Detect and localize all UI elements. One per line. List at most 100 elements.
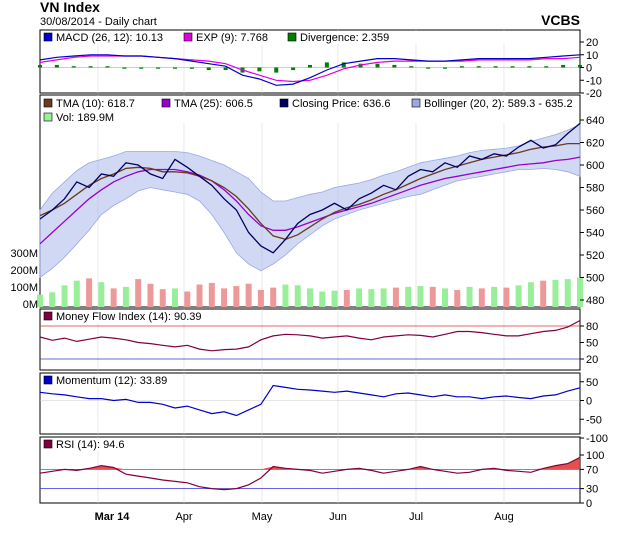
legend-label: MACD (26, 12): 10.13 — [56, 32, 163, 44]
y-tick-label: 30 — [586, 484, 598, 496]
volume-bar — [405, 286, 412, 307]
volume-bar — [122, 286, 129, 307]
volume-bar — [73, 280, 80, 307]
y-tick-label: 20 — [586, 354, 598, 366]
x-tick-label: Apr — [175, 511, 192, 523]
legend-swatch — [279, 98, 289, 108]
volume-bar — [270, 287, 277, 307]
volume-bar — [49, 292, 56, 307]
volume-bar — [282, 284, 289, 307]
divergence-bar — [257, 67, 262, 72]
divergence-bar — [173, 67, 177, 69]
volume-bar — [184, 291, 191, 307]
divergence-bar — [476, 66, 481, 68]
legend-swatch — [161, 98, 171, 108]
y-tick-label: 560 — [586, 205, 604, 217]
momentum-line — [39, 384, 581, 417]
divergence-bar — [510, 66, 515, 68]
divergence-bar — [527, 66, 532, 68]
volume-bar — [429, 286, 436, 307]
legend-swatch — [183, 32, 193, 42]
divergence-bar — [341, 62, 346, 68]
volume-bar — [454, 289, 461, 307]
y-tick-label: 540 — [586, 228, 604, 240]
volume-bar — [503, 287, 510, 307]
y-tick-label: 80 — [586, 321, 598, 333]
legend-label: Momentum (12): 33.89 — [56, 375, 167, 387]
divergence-bar — [578, 64, 582, 68]
legend-label: EXP (9): 7.768 — [196, 32, 268, 44]
volume-bar — [368, 289, 375, 307]
mfi-line — [39, 319, 581, 352]
volume-bar — [221, 288, 228, 307]
divergence-bar — [139, 67, 144, 69]
legend-label: Money Flow Index (14): 90.39 — [56, 311, 202, 323]
volume-bar — [319, 291, 326, 307]
volume-bar — [294, 285, 301, 307]
x-tick-label: May — [252, 511, 273, 523]
rsi-overbought-fill — [40, 457, 580, 470]
divergence-bar — [409, 66, 414, 68]
divergence-bar — [88, 66, 93, 68]
volume-bar — [172, 288, 178, 307]
y-tick-label: 500 — [586, 273, 604, 285]
volume-bar — [552, 279, 559, 307]
y-tick-label: 520 — [586, 250, 604, 262]
divergence-bar — [156, 67, 161, 69]
y-tick-label: 50 — [586, 377, 598, 389]
mfi-legend-bg — [41, 310, 211, 323]
legend-swatch — [43, 32, 53, 42]
volume-tick-label: 300M — [10, 248, 38, 260]
y-tick-label: 480 — [586, 295, 604, 307]
close-price-line — [39, 122, 581, 254]
y-tick-label: 620 — [586, 138, 604, 150]
divergence-bar — [38, 64, 42, 68]
divergence-bar — [561, 64, 566, 68]
macd-legend-bg — [41, 31, 579, 44]
y-tick-label: 20 — [586, 37, 598, 49]
volume-tick-label: 0M — [23, 299, 38, 311]
volume-bar — [491, 286, 498, 307]
legend-label: TMA (10): 618.7 — [56, 98, 135, 110]
y-tick-label: 600 — [586, 160, 604, 172]
divergence-bar — [544, 66, 549, 68]
legend-label: TMA (25): 606.5 — [174, 98, 253, 110]
volume-bar — [392, 287, 399, 307]
volume-bar — [208, 282, 215, 307]
volume-bar — [147, 283, 154, 307]
volume-tick-label: 100M — [10, 282, 38, 294]
tma25-line — [39, 156, 581, 245]
volume-tick-label: 200M — [10, 265, 38, 277]
divergence-bar — [223, 67, 228, 71]
divergence-bar — [324, 62, 329, 68]
volume-bar — [380, 288, 387, 307]
volume-bar — [196, 284, 203, 307]
price-panel — [39, 94, 581, 308]
volume-bar — [564, 279, 571, 307]
volume-bar — [577, 277, 583, 307]
divergence-bar — [375, 63, 380, 68]
rsi-line — [39, 456, 581, 491]
legend-swatch — [43, 439, 53, 449]
volume-bar — [417, 286, 424, 307]
legend-label: Closing Price: 636.6 — [292, 98, 390, 110]
y-tick-label: 70 — [586, 464, 598, 476]
volume-bar — [233, 286, 240, 307]
y-tick-label: -10 — [586, 75, 602, 87]
volume-bar — [135, 279, 142, 307]
y-tick-label: 0 — [586, 63, 592, 75]
divergence-bar — [443, 67, 447, 69]
volume-bar — [356, 288, 363, 307]
legend-label: Bollinger (20, 2): 589.3 - 635.2 — [424, 98, 573, 110]
legend-swatch — [411, 98, 421, 108]
divergence-bar — [105, 66, 110, 68]
volume-bar — [86, 278, 93, 307]
volume-bar — [527, 282, 534, 307]
legend-swatch — [287, 32, 297, 42]
divergence-bar — [189, 67, 194, 69]
x-tick-label: Jul — [409, 511, 423, 523]
volume-bar — [257, 289, 264, 307]
volume-bar — [37, 294, 43, 307]
divergence-bar — [392, 64, 397, 68]
y-tick-label: 580 — [586, 183, 604, 195]
